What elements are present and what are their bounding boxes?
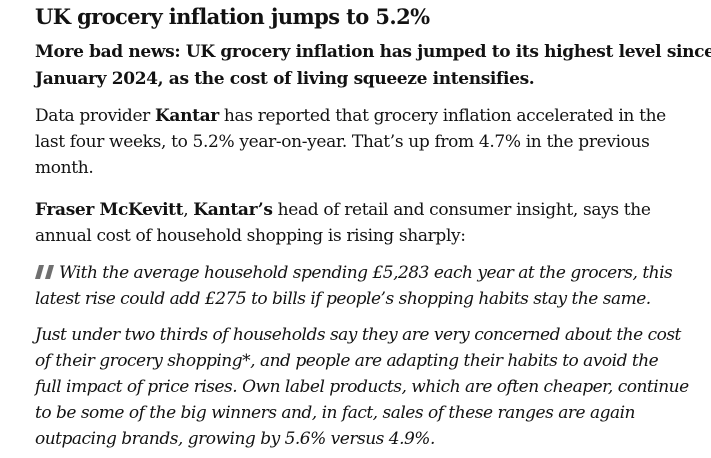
paragraph-text: has reported that grocery inflation acce…	[218, 106, 666, 126]
paragraph-line: Fraser McKevitt, Kantar’s head of retail…	[35, 197, 651, 223]
paragraph-line: last four weeks, to 5.2% year-on-year. T…	[35, 132, 650, 152]
kantar-name: Kantar	[155, 106, 219, 126]
quote-line: latest rise could add £275 to bills if p…	[35, 289, 651, 309]
paragraph-line: Data provider Kantar has reported that g…	[35, 103, 666, 129]
paragraph-text: head of retail and consumer insight, say…	[272, 200, 651, 220]
quote-line: With the average household spending £5,2…	[35, 260, 673, 286]
quote-line: to be some of the big winners and, in fa…	[35, 403, 635, 423]
article-body: UK grocery inflation jumps to 5.2% More …	[35, 0, 711, 449]
paragraph-mckevitt: Fraser McKevitt, Kantar’s head of retail…	[35, 197, 651, 249]
quote-block-1: With the average household spending £5,2…	[35, 260, 673, 312]
quote-line: Just under two thirds of households say …	[35, 325, 681, 345]
paragraph-line: month.	[35, 158, 94, 178]
paragraph-kantar-report: Data provider Kantar has reported that g…	[35, 103, 666, 181]
company-name: Kantar’s	[193, 200, 273, 220]
headline: UK grocery inflation jumps to 5.2%	[35, 4, 430, 29]
paragraph-text: Data provider	[35, 106, 155, 126]
quote-line: of their grocery shopping*, and people a…	[35, 351, 659, 371]
standfirst: More bad news: UK grocery inflation has …	[35, 39, 711, 93]
quote-icon	[35, 265, 54, 279]
standfirst-line: More bad news: UK grocery inflation has …	[35, 42, 711, 62]
quote-line: outpacing brands, growing by 5.6% versus…	[35, 429, 435, 449]
quote-line: full impact of price rises. Own label pr…	[35, 377, 689, 397]
quote-block-2: Just under two thirds of households say …	[35, 322, 689, 452]
standfirst-line: January 2024, as the cost of living sque…	[35, 69, 535, 89]
paragraph-text: ,	[183, 200, 194, 220]
quote-text: With the average household spending £5,2…	[59, 263, 673, 283]
paragraph-line: annual cost of household shopping is ris…	[35, 226, 466, 246]
person-name: Fraser McKevitt	[35, 200, 184, 220]
